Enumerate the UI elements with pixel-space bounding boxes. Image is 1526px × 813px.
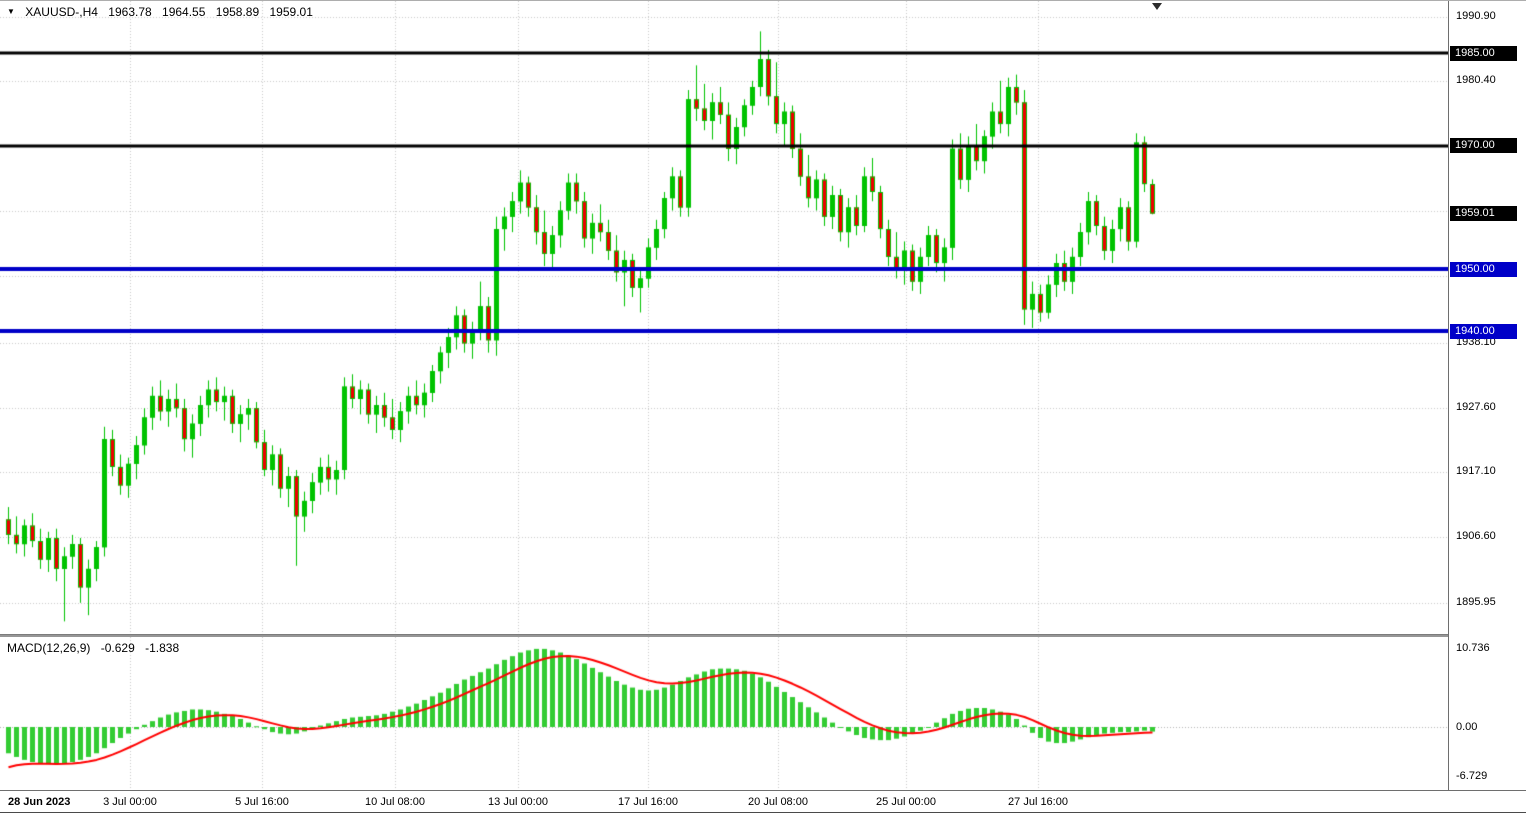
time-label: 17 Jul 16:00: [618, 796, 678, 808]
price-level-badge: 1985.00: [1450, 45, 1517, 61]
pane-separator[interactable]: [0, 634, 1526, 637]
high-value: 1964.55: [162, 5, 206, 19]
main-price-chart[interactable]: [0, 1, 1448, 635]
time-label: 25 Jul 00:00: [876, 796, 936, 808]
close-value: 1959.01: [269, 5, 313, 19]
macd-indicator-pane[interactable]: [0, 637, 1448, 790]
price-level-badge: 1940.00: [1450, 323, 1517, 339]
symbol-period-label: XAUUSD-,H4: [25, 5, 98, 19]
macd-value: -0.629: [100, 641, 135, 655]
price-level-badge: 1970.00: [1450, 138, 1517, 154]
price-axis[interactable]: 1990.90 1980.40 1938.10 1927.60 1917.10 1906.…: [1448, 1, 1526, 790]
macd-axis-label: -6.729: [1456, 769, 1488, 782]
time-label: 5 Jul 16:00: [235, 796, 289, 808]
macd-axis-label: 10.736: [1456, 642, 1490, 655]
macd-signal-value: -1.838: [145, 641, 180, 655]
price-grid-label: 1906.60: [1456, 530, 1496, 543]
time-label: 3 Jul 00:00: [103, 796, 157, 808]
ohlc-toggle-icon[interactable]: ▼: [7, 7, 15, 16]
chart-shift-marker[interactable]: [1152, 3, 1162, 10]
price-grid-label: 1938.10: [1456, 335, 1496, 348]
open-value: 1963.78: [108, 5, 152, 19]
price-level-badge: 1950.00: [1450, 261, 1517, 277]
window-top-edge: [0, 0, 1526, 1]
time-label: 28 Jun 2023: [8, 796, 71, 808]
price-grid-label: 1927.60: [1456, 400, 1496, 413]
macd-label: MACD(12,26,9): [7, 641, 91, 655]
time-label: 20 Jul 08:00: [748, 796, 808, 808]
time-axis[interactable]: 28 Jun 2023 3 Jul 00:00 5 Jul 16:00 10 Jul …: [0, 790, 1526, 813]
time-label: 27 Jul 16:00: [1008, 796, 1068, 808]
price-grid-label: 1990.90: [1456, 9, 1496, 22]
current-price-badge: 1959.01: [1450, 206, 1517, 222]
price-grid-label: 1980.40: [1456, 74, 1496, 87]
price-grid-label: 1895.95: [1456, 596, 1496, 609]
macd-header: MACD(12,26,9) -0.629 -1.838: [7, 641, 186, 655]
chart-ohlc-header: ▼ XAUUSD-,H4 1963.78 1964.55 1958.89 195…: [7, 5, 320, 19]
time-label: 13 Jul 00:00: [488, 796, 548, 808]
macd-axis-label: 0.00: [1456, 720, 1478, 733]
price-grid-label: 1917.10: [1456, 465, 1496, 478]
time-label: 10 Jul 08:00: [365, 796, 425, 808]
low-value: 1958.89: [215, 5, 260, 19]
